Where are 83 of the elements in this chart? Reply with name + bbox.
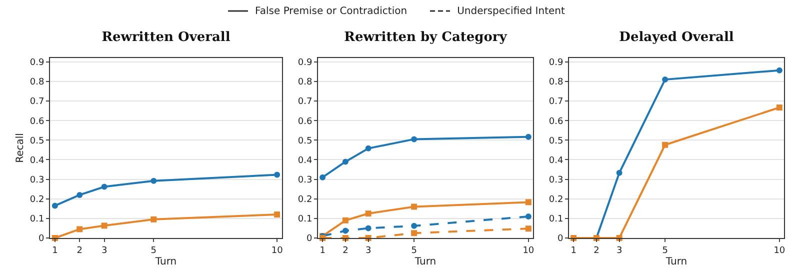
y-tick-label: 0.8	[548, 78, 564, 88]
point	[411, 136, 418, 142]
point	[342, 217, 348, 224]
point	[274, 172, 280, 178]
x-tick-label: 1	[570, 246, 576, 256]
point	[101, 222, 108, 229]
point	[525, 213, 532, 220]
y-tick-label: 0.9	[30, 58, 44, 68]
chart-title: Delayed Overall	[619, 30, 734, 46]
point	[342, 158, 348, 165]
y-tick-label: 0.5	[548, 136, 564, 146]
chart-title: Rewritten Overall	[102, 30, 230, 46]
y-tick-label: 0.7	[30, 97, 44, 108]
point	[662, 142, 668, 148]
y-tick-label: 0.1	[548, 214, 564, 225]
x-tick-label: 1	[320, 246, 326, 256]
x-tick-label: 10	[522, 246, 534, 256]
point	[320, 174, 326, 180]
y-tick-label: 0.1	[298, 214, 312, 225]
chart-title: Rewritten by Category	[344, 30, 508, 46]
point	[411, 204, 418, 210]
x-tick-label: 5	[411, 246, 417, 256]
point	[150, 216, 157, 222]
point	[150, 178, 157, 184]
point	[776, 104, 782, 110]
y-tick-label: 0.4	[30, 156, 44, 166]
x-tick-label: 3	[365, 246, 372, 256]
point	[662, 76, 668, 83]
y-tick-label: 0.2	[298, 195, 312, 206]
x-tick-label: 2	[594, 246, 600, 256]
y-tick-label: 0.5	[30, 136, 44, 146]
y-tick-label: 0.4	[298, 156, 312, 166]
x-tick-label: 10	[271, 246, 284, 256]
x-axis-title: Turn	[664, 256, 688, 268]
y-tick-label: 0	[38, 234, 44, 244]
point	[525, 134, 532, 140]
y-tick-label: 0	[306, 234, 312, 244]
y-tick-label: 0.7	[298, 97, 312, 108]
y-tick-label: 0.2	[548, 195, 564, 206]
y-tick-label: 0.1	[30, 214, 44, 225]
y-tick-label: 0.9	[298, 58, 312, 68]
point	[52, 202, 58, 209]
point	[76, 226, 83, 232]
y-tick-label: 0.7	[548, 97, 564, 108]
y-tick-label: 0.5	[298, 136, 312, 146]
x-tick-label: 5	[150, 246, 157, 256]
point	[76, 192, 83, 198]
y-tick-label: 0.3	[298, 175, 312, 186]
x-axis-title: Turn	[154, 256, 177, 268]
y-tick-label: 0	[557, 234, 564, 244]
point	[342, 228, 348, 234]
y-tick-label: 0.8	[30, 78, 44, 88]
x-axis-title: Turn	[414, 256, 436, 268]
text: False Premise or Contradiction	[255, 6, 408, 16]
y-axis-title: Recall	[14, 133, 26, 163]
point	[776, 67, 782, 74]
y-tick-label: 0.3	[548, 175, 564, 186]
x-tick-label: 2	[342, 246, 348, 256]
y-tick-label: 0.2	[30, 195, 44, 206]
y-tick-label: 0.6	[30, 116, 44, 127]
x-tick-label: 3	[616, 246, 622, 256]
x-tick-label: 1	[52, 246, 58, 256]
x-tick-label: 10	[774, 246, 786, 256]
y-tick-label: 0.4	[548, 156, 564, 166]
point	[411, 222, 418, 229]
x-tick-label: 3	[101, 246, 108, 256]
point	[274, 212, 280, 218]
y-tick-label: 0.3	[30, 175, 44, 186]
point	[365, 225, 372, 232]
y-tick-label: 0.8	[298, 78, 312, 88]
text: Underspecified Intent	[457, 6, 565, 16]
y-tick-label: 0.6	[298, 116, 312, 127]
x-tick-label: 5	[662, 246, 668, 256]
y-tick-label: 0.9	[548, 58, 564, 68]
x-tick-label: 2	[76, 246, 82, 256]
y-tick-label: 0.6	[548, 116, 564, 127]
point	[411, 230, 418, 236]
point	[365, 210, 372, 217]
point	[365, 145, 372, 152]
point	[525, 226, 532, 232]
point	[616, 170, 622, 176]
point	[525, 199, 532, 206]
point	[101, 184, 108, 190]
